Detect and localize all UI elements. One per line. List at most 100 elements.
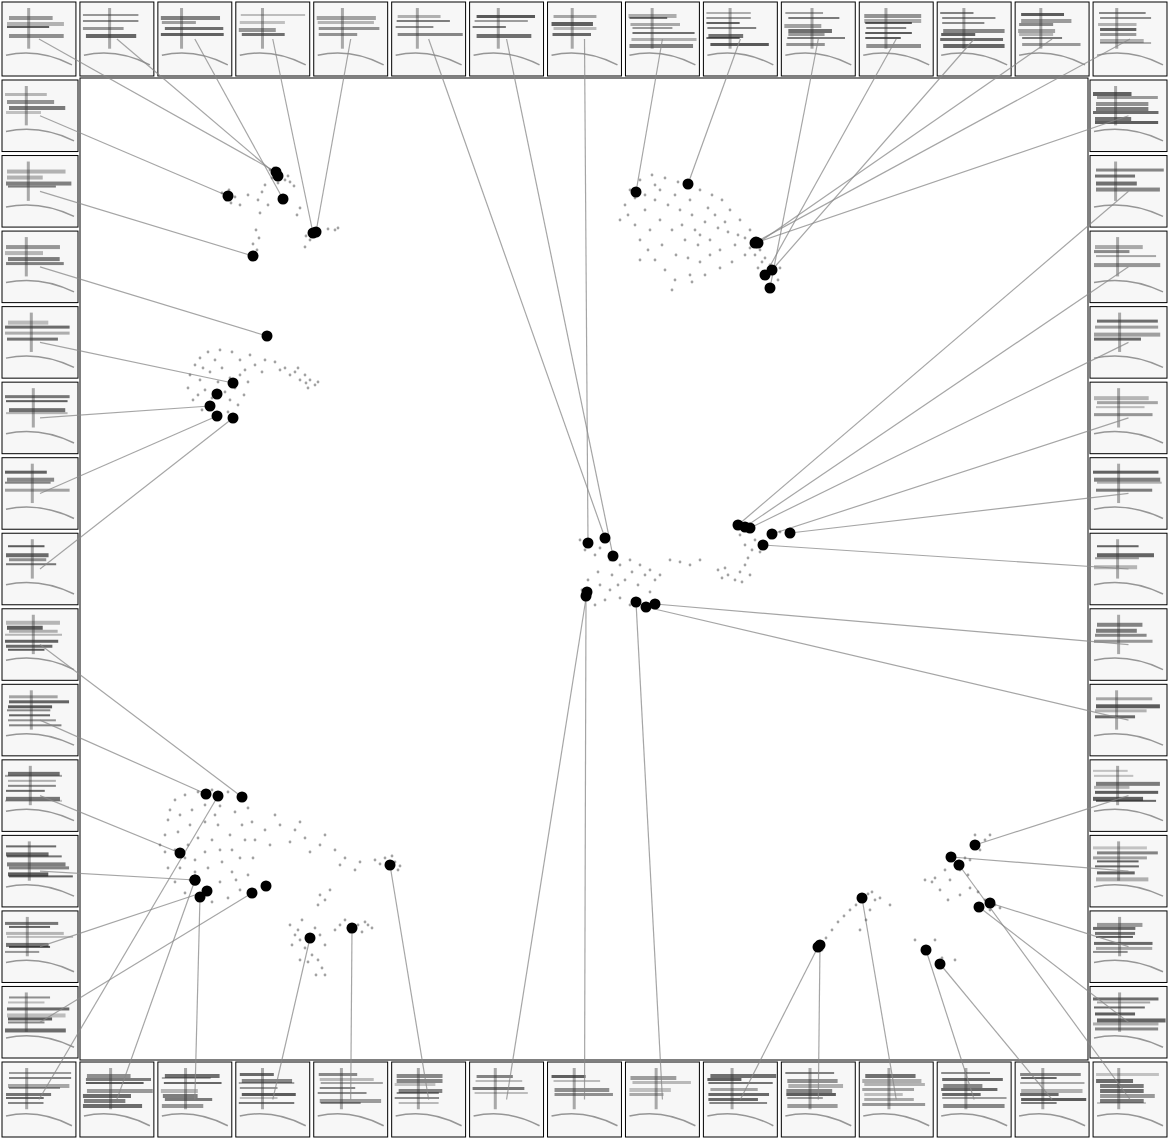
- thumbnail-band: [241, 14, 305, 16]
- thumbnail-band: [1097, 96, 1158, 99]
- thumbnail-contour: [162, 1114, 228, 1126]
- thumbnail-band: [7, 170, 66, 174]
- embedding-point: [214, 359, 217, 362]
- embedding-point: [319, 844, 322, 847]
- thumbnail-band: [1093, 951, 1128, 953]
- thumbnail-contour: [707, 1114, 773, 1126]
- embedding-point: [247, 381, 250, 384]
- thumbnail-band: [554, 27, 597, 30]
- thumbnail-band: [84, 1099, 125, 1103]
- embedding-point: [747, 557, 750, 560]
- thumbnail-band: [317, 16, 376, 20]
- embedding-point: [759, 249, 762, 252]
- thumbnail-band: [1021, 1102, 1056, 1104]
- embedding-point: [739, 534, 742, 537]
- thumbnail-band: [8, 1084, 69, 1088]
- thumbnail-band: [864, 1083, 925, 1086]
- thumbnail-contour: [6, 129, 74, 140]
- highlighted-point: [765, 283, 776, 294]
- embedding-point: [227, 791, 230, 794]
- thumbnail-band: [477, 15, 535, 18]
- highlighted-point: [273, 171, 284, 182]
- embedding-point: [259, 212, 262, 215]
- thumbnail-contour: [629, 53, 695, 65]
- thumbnail-band: [1096, 489, 1152, 492]
- thumbnail-band: [555, 1088, 610, 1092]
- thumbnail-band: [1100, 42, 1151, 44]
- embedding-point: [677, 181, 680, 184]
- embedding-point: [649, 591, 652, 594]
- thumbnail-contour: [162, 53, 228, 65]
- thumbnail-band: [630, 1076, 676, 1080]
- thumbnail-band: [1094, 338, 1141, 341]
- thumbnail-onset: [1118, 917, 1121, 956]
- thumbnail-band: [475, 1092, 528, 1094]
- embedding-point: [207, 351, 210, 354]
- highlighted-point: [921, 945, 932, 956]
- embedding-point: [291, 944, 294, 947]
- thumbnail-band: [862, 1079, 921, 1083]
- thumbnail-band: [1093, 92, 1132, 96]
- embedding-point: [244, 369, 247, 372]
- thumbnail-contour: [6, 53, 72, 65]
- embedding-point: [293, 185, 296, 188]
- embedding-point: [299, 939, 302, 942]
- leader-line: [688, 39, 740, 184]
- thumbnail-band: [707, 1078, 741, 1081]
- thumbnail-frame: [470, 1062, 544, 1137]
- embedding-point: [729, 209, 732, 212]
- thumbnail-contour: [6, 205, 74, 216]
- embedding-point: [361, 931, 364, 934]
- thumbnail-onset: [1117, 615, 1120, 654]
- thumbnail-onset: [1116, 237, 1119, 276]
- chart-container: [0, 0, 1169, 1139]
- embedding-point: [617, 584, 620, 587]
- embedding-point: [249, 354, 252, 357]
- thumbnail-band: [320, 1078, 374, 1081]
- thumbnail-band: [9, 996, 50, 998]
- leader-line: [40, 891, 207, 947]
- embedding-point: [871, 891, 874, 894]
- embedding-point: [204, 851, 207, 854]
- thumbnail-band: [1096, 704, 1160, 708]
- embedding-point: [217, 824, 220, 827]
- embedding-point: [264, 184, 267, 187]
- highlighted-point: [600, 533, 611, 544]
- embedding-point: [865, 919, 868, 922]
- leader-line: [390, 865, 429, 1100]
- thumbnail-contour: [474, 53, 540, 65]
- highlighted-point: [201, 789, 212, 800]
- thumbnail-band: [787, 1097, 822, 1099]
- thumbnail-contour: [6, 507, 74, 518]
- thumbnail-band: [6, 790, 45, 792]
- leader-line: [790, 493, 1129, 533]
- thumbnail-onset: [417, 1068, 420, 1109]
- highlighted-point: [857, 893, 868, 904]
- thumbnail-band: [706, 37, 739, 39]
- thumbnail-band: [5, 332, 70, 335]
- thumbnail-band: [1093, 471, 1158, 474]
- leader-line: [763, 545, 1129, 569]
- thumbnail-band: [552, 1075, 586, 1078]
- embedding-point: [934, 939, 937, 942]
- thumbnail-band: [1095, 709, 1147, 712]
- embedding-point: [744, 544, 747, 547]
- thumbnail-onset: [416, 8, 419, 49]
- embedding-point: [954, 959, 957, 962]
- thumbnail-onset: [27, 8, 30, 49]
- thumbnail-onset: [261, 8, 264, 49]
- thumbnail-frame: [703, 2, 777, 76]
- thumbnail-contour: [1097, 1114, 1163, 1126]
- embedding-point: [654, 259, 657, 262]
- thumbnail-onset: [31, 539, 34, 578]
- leader-line: [40, 267, 267, 336]
- embedding-point: [639, 179, 642, 182]
- thumbnail-band: [1094, 263, 1160, 267]
- thumbnail-onset: [341, 8, 344, 49]
- thumbnail-contour: [240, 53, 306, 65]
- thumbnail-band: [161, 1089, 198, 1093]
- highlighted-point: [347, 923, 358, 934]
- embedding-point: [267, 204, 270, 207]
- embedding-point: [217, 381, 220, 384]
- thumbnail-band: [629, 1093, 663, 1096]
